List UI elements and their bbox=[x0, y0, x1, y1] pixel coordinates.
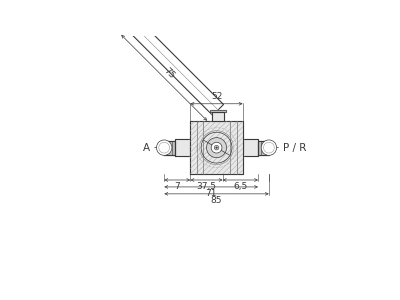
Polygon shape bbox=[212, 112, 224, 122]
Circle shape bbox=[206, 138, 226, 158]
Polygon shape bbox=[175, 139, 190, 156]
Circle shape bbox=[122, 14, 142, 34]
Text: 37,5: 37,5 bbox=[196, 182, 216, 191]
Text: P / R: P / R bbox=[283, 143, 306, 153]
Polygon shape bbox=[129, 21, 135, 27]
Polygon shape bbox=[164, 141, 175, 154]
Text: 75: 75 bbox=[162, 66, 176, 80]
Text: 52: 52 bbox=[211, 92, 222, 101]
Text: 7: 7 bbox=[174, 182, 180, 191]
Polygon shape bbox=[243, 139, 258, 156]
Circle shape bbox=[156, 140, 172, 155]
Circle shape bbox=[261, 140, 277, 155]
Polygon shape bbox=[127, 18, 224, 116]
Text: 71: 71 bbox=[206, 189, 217, 198]
Polygon shape bbox=[258, 141, 269, 154]
Text: 85: 85 bbox=[211, 196, 222, 205]
Circle shape bbox=[214, 145, 219, 150]
Circle shape bbox=[216, 147, 217, 148]
Text: A: A bbox=[143, 143, 150, 153]
Polygon shape bbox=[190, 122, 243, 174]
Text: 6,5: 6,5 bbox=[233, 182, 248, 191]
Polygon shape bbox=[210, 110, 226, 112]
Circle shape bbox=[211, 142, 222, 153]
